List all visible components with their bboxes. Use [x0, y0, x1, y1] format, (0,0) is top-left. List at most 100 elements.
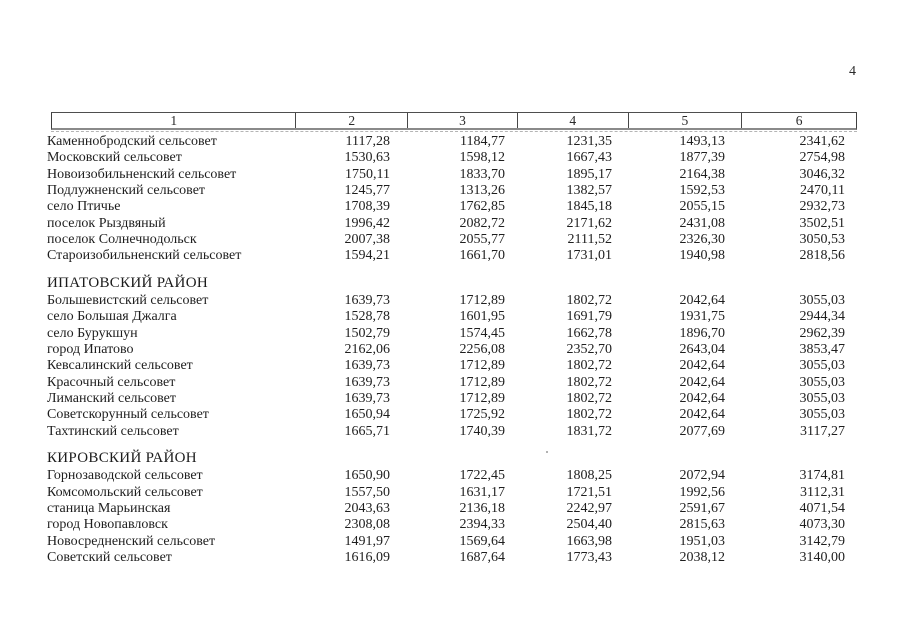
- row-value-cell: 2164,38: [679, 166, 726, 182]
- row-value-cell: 1639,73: [344, 292, 391, 308]
- row-value-cell: 1722,45: [459, 468, 506, 484]
- row-value-cell: 1639,73: [344, 374, 391, 390]
- table-row: Большевистский сельсовет 1639,73 1712,89 18…: [45, 293, 857, 309]
- row-value-cell: 1831,72: [566, 423, 613, 439]
- table-row: Лиманский сельсовет 1639,73 1712,89 1802,72…: [45, 391, 857, 407]
- row-value-cell: 1117,28: [345, 134, 390, 149]
- row-value-cell: 1931,75: [679, 309, 726, 325]
- scan-speck: [546, 451, 548, 453]
- row-value-cell: 2341,62: [799, 134, 846, 149]
- row-value-cell: 2082,72: [459, 215, 506, 231]
- row-value-cell: 2042,64: [679, 358, 726, 374]
- table-row: Красочный сельсовет 1639,73 1712,89 1802,72…: [45, 375, 857, 391]
- row-name-cell: Новосредненский сельсовет: [47, 533, 216, 549]
- row-value-cell: 2815,63: [679, 517, 726, 533]
- row-value-cell: 2055,15: [679, 199, 726, 215]
- row-value-cell: 2171,62: [566, 215, 613, 231]
- table-row: Тахтинский сельсовет 1665,71 1740,39 1831,7…: [45, 424, 857, 440]
- row-value-cell: 2043,63: [344, 500, 391, 516]
- row-value-cell: 2136,18: [459, 500, 506, 516]
- table-row: село Большая Джалга 1528,78 1601,95 1691,79…: [45, 309, 857, 325]
- row-value-cell: 1708,39: [344, 199, 391, 215]
- row-value-cell: 1687,64: [459, 549, 506, 565]
- row-value-cell: 1528,78: [344, 309, 391, 325]
- row-value-cell: 1940,98: [679, 248, 726, 264]
- row-value-cell: 3112,31: [800, 484, 845, 500]
- row-value-cell: 1594,21: [344, 248, 391, 264]
- row-value-cell: 1691,79: [566, 309, 613, 325]
- row-value-cell: 1750,11: [345, 166, 390, 182]
- row-value-cell: 1661,70: [459, 248, 506, 264]
- row-value-cell: 1808,25: [566, 468, 613, 484]
- table-row: Новосредненский сельсовет 1491,97 1569,64 1…: [45, 534, 857, 550]
- row-value-cell: 2932,73: [799, 199, 846, 215]
- row-value-cell: 2077,69: [679, 423, 726, 439]
- row-value-cell: 1667,43: [566, 150, 613, 166]
- row-value-cell: 3055,03: [799, 390, 846, 406]
- row-value-cell: 2470,11: [800, 182, 845, 198]
- row-value-cell: 1877,39: [679, 150, 726, 166]
- row-value-cell: 1639,73: [344, 390, 391, 406]
- row-value-cell: 1896,70: [679, 325, 726, 341]
- row-name-cell: Комсомольский сельсовет: [47, 484, 203, 500]
- row-value-cell: 1650,94: [344, 407, 391, 423]
- row-name-cell: город Ипатово: [47, 341, 134, 357]
- row-value-cell: 1762,85: [459, 199, 506, 215]
- table-row: Каменнобродский сельсовет 1117,28 1184,77 1…: [45, 134, 857, 150]
- row-value-cell: 3140,00: [799, 549, 846, 565]
- row-value-cell: 2818,56: [799, 248, 846, 264]
- row-value-cell: 4073,30: [799, 517, 846, 533]
- row-value-cell: 2754,98: [799, 150, 846, 166]
- row-name-cell: Горнозаводской сельсовет: [47, 468, 203, 484]
- row-value-cell: 1502,79: [344, 325, 391, 341]
- header-cell: 2: [295, 113, 407, 128]
- table-row: поселок Рыздвяный 1996,42 2082,72 2171,62 24…: [45, 216, 857, 232]
- row-value-cell: 1313,26: [459, 182, 506, 198]
- row-value-cell: 1992,56: [679, 484, 726, 500]
- row-value-cell: 1493,13: [679, 134, 726, 149]
- row-value-cell: 1601,95: [459, 309, 506, 325]
- row-value-cell: 1491,97: [344, 533, 391, 549]
- row-value-cell: 2242,97: [566, 500, 613, 516]
- row-name-cell: город Новопавловск: [47, 517, 168, 533]
- table-row: Подлужненский сельсовет 1245,77 1313,26 138…: [45, 183, 857, 199]
- row-value-cell: 3502,51: [799, 215, 846, 231]
- row-value-cell: 3046,32: [799, 166, 846, 182]
- row-value-cell: 2042,64: [679, 374, 726, 390]
- row-name-cell: Московский сельсовет: [47, 150, 182, 166]
- row-value-cell: 1639,73: [344, 358, 391, 374]
- table-row: село Бурукшун 1502,79 1574,45 1662,78 1896,7…: [45, 326, 857, 342]
- row-value-cell: 1665,71: [344, 423, 391, 439]
- table-body: Каменнобродский сельсовет 1117,28 1184,77 1…: [45, 134, 857, 566]
- row-value-cell: 1802,72: [566, 358, 613, 374]
- row-value-cell: 1951,03: [679, 533, 726, 549]
- row-value-cell: 1802,72: [566, 390, 613, 406]
- row-value-cell: 2643,04: [679, 341, 726, 357]
- row-value-cell: 1731,01: [566, 248, 613, 264]
- row-name-cell: Советскорунный сельсовет: [47, 407, 209, 423]
- row-value-cell: 3055,03: [799, 407, 846, 423]
- row-name-cell: Староизобильненский сельсовет: [47, 248, 242, 264]
- row-value-cell: 1802,72: [566, 374, 613, 390]
- section-title: КИРОВСКИЙ РАЙОН: [47, 449, 197, 466]
- table-row: город Ипатово 2162,06 2256,08 2352,70 2643,0…: [45, 342, 857, 358]
- table-row: станица Марьинская 2043,63 2136,18 2242,97 2…: [45, 501, 857, 517]
- row-value-cell: 1802,72: [566, 407, 613, 423]
- header-underline: [51, 131, 857, 132]
- row-name-cell: Каменнобродский сельсовет: [47, 134, 217, 149]
- table-row: город Новопавловск 2308,08 2394,33 2504,40 2…: [45, 517, 857, 533]
- row-name-cell: Тахтинский сельсовет: [47, 423, 179, 439]
- row-value-cell: 2308,08: [344, 517, 391, 533]
- row-value-cell: 2504,40: [566, 517, 613, 533]
- row-value-cell: 1712,89: [459, 390, 506, 406]
- row-value-cell: 2038,12: [679, 549, 726, 565]
- row-value-cell: 3174,81: [799, 468, 846, 484]
- row-value-cell: 2042,64: [679, 407, 726, 423]
- row-value-cell: 3055,03: [799, 358, 846, 374]
- row-value-cell: 1721,51: [566, 484, 613, 500]
- header-cell: 5: [627, 113, 742, 128]
- row-value-cell: 2007,38: [344, 231, 391, 247]
